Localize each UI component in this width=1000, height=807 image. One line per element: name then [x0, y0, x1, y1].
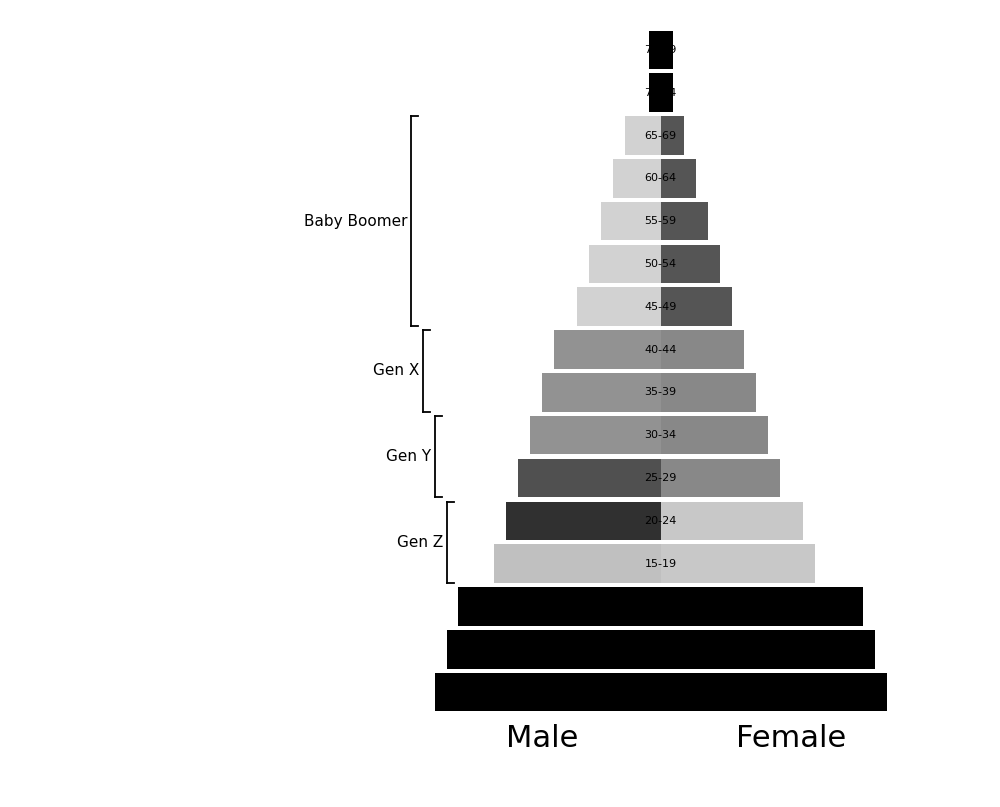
- Bar: [661, 116, 684, 155]
- Text: 10-14: 10-14: [645, 601, 677, 612]
- Text: 70-74: 70-74: [645, 88, 677, 98]
- Text: 45-49: 45-49: [645, 302, 677, 312]
- Text: 75-79: 75-79: [645, 45, 677, 55]
- Bar: [661, 202, 708, 240]
- Bar: [661, 373, 756, 412]
- Bar: [661, 287, 732, 326]
- Text: 20-24: 20-24: [645, 516, 677, 526]
- Bar: [458, 587, 661, 625]
- Text: Male: Male: [506, 724, 578, 753]
- Bar: [554, 330, 661, 369]
- Bar: [613, 159, 661, 198]
- Bar: [542, 373, 661, 412]
- Bar: [661, 587, 863, 625]
- Bar: [494, 545, 661, 583]
- Text: Baby Boomer: Baby Boomer: [304, 214, 407, 228]
- Text: 65-69: 65-69: [645, 131, 677, 140]
- Bar: [649, 31, 661, 69]
- Bar: [661, 545, 815, 583]
- Bar: [661, 458, 780, 497]
- Text: 60-64: 60-64: [645, 174, 677, 183]
- Bar: [589, 245, 661, 283]
- Bar: [601, 202, 661, 240]
- Text: 15-19: 15-19: [645, 558, 677, 569]
- Text: Gen X: Gen X: [373, 363, 419, 378]
- Bar: [435, 673, 661, 711]
- Text: 30-34: 30-34: [645, 430, 677, 440]
- Bar: [661, 416, 768, 454]
- Text: 50-54: 50-54: [645, 259, 677, 269]
- Bar: [661, 630, 875, 668]
- Text: Gen Z: Gen Z: [397, 535, 443, 550]
- Text: 5-9: 5-9: [652, 644, 670, 654]
- Bar: [530, 416, 661, 454]
- Bar: [518, 458, 661, 497]
- Bar: [649, 73, 661, 112]
- Text: 35-39: 35-39: [645, 387, 677, 397]
- Bar: [625, 116, 661, 155]
- Bar: [661, 159, 696, 198]
- Text: 0-4: 0-4: [652, 687, 670, 697]
- Bar: [661, 501, 803, 540]
- Bar: [447, 630, 661, 668]
- Bar: [661, 245, 720, 283]
- Text: 40-44: 40-44: [645, 345, 677, 354]
- Bar: [661, 31, 673, 69]
- Text: Gen Y: Gen Y: [386, 449, 431, 464]
- Bar: [577, 287, 661, 326]
- Text: Female: Female: [736, 724, 847, 753]
- Text: 25-29: 25-29: [645, 473, 677, 483]
- Bar: [661, 73, 673, 112]
- Bar: [506, 501, 661, 540]
- Text: 55-59: 55-59: [645, 216, 677, 226]
- Bar: [661, 673, 887, 711]
- Bar: [661, 330, 744, 369]
